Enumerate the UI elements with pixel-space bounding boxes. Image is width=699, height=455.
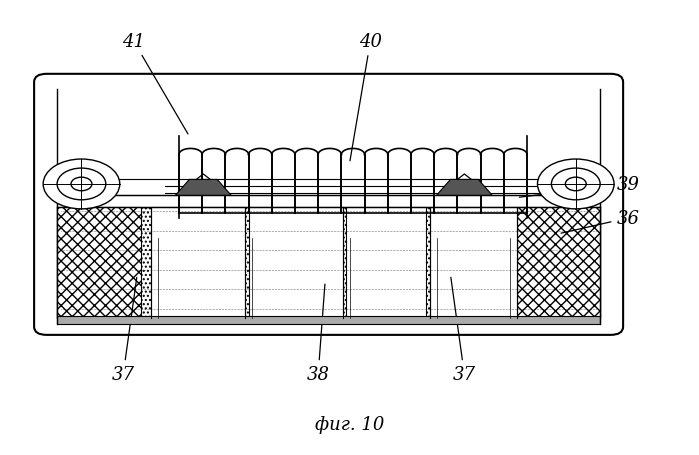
Bar bbox=[57, 207, 600, 318]
Bar bbox=[57, 196, 600, 207]
Text: 41: 41 bbox=[122, 33, 188, 135]
Polygon shape bbox=[175, 180, 231, 196]
Text: фиг. 10: фиг. 10 bbox=[315, 415, 384, 433]
Circle shape bbox=[71, 178, 92, 191]
Text: 37: 37 bbox=[112, 278, 137, 384]
Bar bbox=[57, 207, 140, 318]
Circle shape bbox=[57, 169, 106, 200]
Text: 38: 38 bbox=[307, 284, 330, 384]
Bar bbox=[249, 207, 343, 318]
Bar bbox=[430, 207, 517, 318]
Polygon shape bbox=[437, 180, 492, 196]
Bar bbox=[151, 207, 245, 318]
Text: 36: 36 bbox=[561, 209, 640, 234]
Circle shape bbox=[43, 160, 120, 209]
Text: 40: 40 bbox=[350, 33, 382, 162]
Bar bbox=[346, 207, 426, 318]
Text: 39: 39 bbox=[519, 176, 640, 198]
Circle shape bbox=[552, 169, 600, 200]
Bar bbox=[57, 317, 600, 325]
Text: 37: 37 bbox=[451, 278, 476, 384]
FancyBboxPatch shape bbox=[34, 75, 623, 335]
Circle shape bbox=[565, 178, 586, 191]
Circle shape bbox=[538, 160, 614, 209]
Bar bbox=[517, 207, 600, 318]
